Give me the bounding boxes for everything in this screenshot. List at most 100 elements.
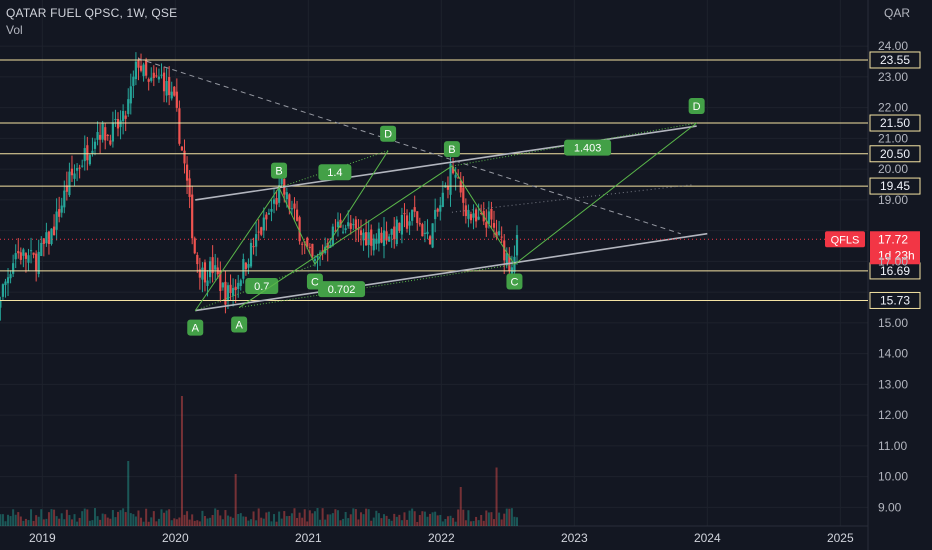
level-price-tag [869,145,921,163]
candle-body [86,145,89,161]
volume-bar [142,521,145,526]
volume-bar [385,515,388,526]
candle-body [485,222,488,228]
volume-bar [53,509,56,526]
candle-body [411,209,414,221]
volume-bar [70,519,73,526]
candle-body [408,221,411,226]
candle-body [96,132,99,140]
volume-bar [188,519,191,526]
volume-bar [111,510,114,526]
candle-body [191,194,194,239]
volume-bar [283,511,286,526]
volume-bar [183,514,186,526]
candle-body [198,269,201,278]
x-tick-label: 2024 [694,531,721,545]
candle-body [249,242,253,267]
volume-bar [145,508,148,526]
candle-body [469,214,473,221]
volume-bar [429,513,432,526]
trendline [195,232,708,312]
candle-body [224,281,227,305]
candle-body [388,236,391,242]
volume-bar [83,508,86,526]
candle-body [436,208,439,212]
volume-bar [132,514,135,526]
volume-bar [160,509,163,526]
volume-bar [93,508,96,526]
candle-body [165,80,168,96]
volume-bar [444,518,447,526]
volume-bar [288,515,291,526]
volume-bar [365,508,368,526]
volume-bar [88,520,91,526]
candle-body [214,265,217,270]
volume-bar [114,517,117,526]
y-tick-label: 23.00 [878,70,908,84]
level-price-tag [869,177,921,195]
candle-body [290,208,294,210]
volume-bar [372,517,375,526]
candle-body [60,205,63,213]
volume-bar [357,519,360,526]
volume-bar [347,518,350,526]
x-tick-label: 2020 [162,531,189,545]
candle-body [451,166,455,174]
volume-bar [393,513,396,526]
volume-bar [191,514,194,526]
candles [0,52,519,321]
candle-body [160,74,163,76]
candle-body [155,75,158,77]
volume-bar [106,517,109,526]
volume-bar [127,461,130,526]
volume-bar [457,509,460,526]
volume-bar [180,396,183,526]
volume-bar [408,510,411,526]
volume-bar [270,521,273,526]
candle-body [68,171,71,196]
volume-bar [370,520,373,526]
abcd-point-label: B [448,144,455,156]
candle-body [1,284,5,297]
dotted-trendline [451,184,695,213]
candle-body [439,205,442,212]
abcd-point-badge [187,319,204,336]
abcd-dotted-leg [451,122,697,167]
volume-bar [513,516,516,526]
y-tick-label: 12.00 [878,408,908,422]
volume-bar [40,509,43,526]
candle-body [201,267,204,280]
volume-bar [375,510,378,526]
volume-bar [209,517,212,526]
volume-bar [163,512,166,526]
candle-body [418,223,421,225]
candle-body [295,209,299,221]
volume-bar [150,517,153,526]
symbol-tag [825,231,865,248]
abcd-ratio-label: 0.702 [328,284,356,296]
current-price-tag [870,231,920,265]
candle-body [354,219,357,229]
candle-body [40,242,43,257]
candle-body [70,168,74,176]
volume-bar [203,516,206,526]
volume-bar [124,512,127,526]
candle-body [270,208,273,212]
volume-bar [490,512,493,526]
candle-body [196,254,199,265]
volume-bar [398,514,401,526]
volume-bar [76,521,79,526]
candle-body [6,277,10,284]
candle-body [382,230,386,246]
volume-bar [170,520,173,526]
volume-label: Vol [6,23,23,37]
x-tick-label: 2025 [827,531,854,545]
volume-bar [104,514,107,526]
volume-bar [239,513,242,526]
volume-bar [12,509,15,526]
volume-bar [73,514,76,526]
volume-bar [500,519,503,526]
volume-bar [467,510,470,526]
candle-body [390,228,393,235]
